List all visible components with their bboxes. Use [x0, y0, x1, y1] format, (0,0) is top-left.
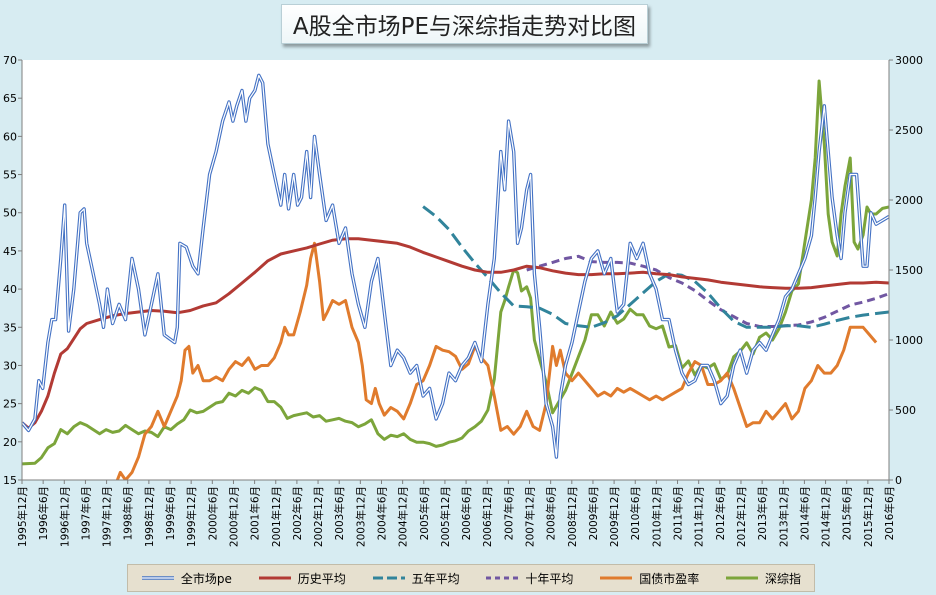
x-tick-label: 2004年6月: [375, 486, 388, 540]
series-layer: [22, 73, 889, 480]
axes-layer: 15 20 25 30 35 40 45 50 55 60 65 70 0 500 1000 1500 2000…: [3, 54, 923, 547]
x-tick-label: 2002年6月: [291, 486, 304, 540]
y-left-tick-label: 65: [3, 92, 17, 105]
x-tick-label: 2010年12月: [650, 486, 663, 547]
legend-swatch: [726, 576, 759, 580]
x-tick-label: 2005年6月: [418, 486, 431, 540]
x-tick-label: 2007年12月: [524, 486, 537, 547]
legend: 全市场pe 历史平均 五年平均 十年平均 国债市盈率 深综指: [127, 564, 815, 592]
y-left-tick-label: 35: [3, 321, 17, 334]
x-tick-label: 2009年6月: [587, 486, 600, 540]
legend-item: 国债市盈率: [599, 570, 699, 587]
legend-label: 国债市盈率: [639, 571, 700, 586]
x-tick-label: 2003年6月: [333, 486, 346, 540]
x-tick-label: 2008年12月: [566, 486, 579, 547]
y-left-tick-label: 15: [3, 474, 17, 487]
series-4-line: [115, 241, 878, 480]
legend-label: 深综指: [765, 571, 802, 586]
x-tick-label: 1996年12月: [58, 486, 71, 547]
legend-swatch: [486, 576, 519, 580]
x-tick-label: 2002年12月: [312, 486, 325, 547]
x-tick-label: 1999年12月: [185, 486, 198, 547]
y-left-tick-label: 60: [3, 130, 17, 143]
y-right-tick-label: 2500: [895, 124, 923, 137]
x-tick-label: 2000年6月: [206, 486, 219, 540]
series-0-line-inner: [22, 74, 889, 458]
x-tick-label: 2006年12月: [481, 486, 494, 547]
x-tick-label: 2016年6月: [883, 486, 896, 540]
x-tick-label: 2012年12月: [735, 486, 748, 547]
legend-item: 全市场pe: [141, 570, 232, 587]
legend-swatch: [372, 576, 405, 580]
legend-item: 五年平均: [372, 570, 460, 587]
legend-label: 历史平均: [297, 571, 346, 586]
x-tick-label: 1997年12月: [101, 486, 114, 547]
x-tick-label: 2011年12月: [693, 486, 706, 547]
x-tick-label: 2003年12月: [354, 486, 367, 547]
x-tick-label: 1998年6月: [122, 486, 135, 540]
x-tick-label: 2014年6月: [798, 486, 811, 540]
x-tick-label: 2014年12月: [820, 486, 833, 547]
x-tick-label: 2005年12月: [439, 486, 452, 547]
y-right-tick-label: 0: [895, 474, 902, 487]
legend-item: 深综指: [725, 570, 801, 587]
y-left-tick-label: 40: [3, 283, 17, 296]
x-tick-label: 2010年6月: [629, 486, 642, 540]
x-tick-label: 2009年12月: [608, 486, 621, 547]
x-tick-label: 2008年6月: [545, 486, 558, 540]
legend-item: 历史平均: [258, 570, 346, 587]
chart-title-box: A股全市场PE与深综指走势对比图: [281, 4, 648, 44]
series-5-line: [22, 79, 889, 466]
y-left-tick-label: 45: [3, 245, 17, 258]
legend-label: 全市场pe: [180, 571, 232, 586]
x-tick-label: 2015年12月: [862, 486, 875, 547]
x-tick-label: 2015年6月: [841, 486, 854, 540]
y-left-tick-label: 30: [3, 359, 17, 372]
y-left-tick-label: 50: [3, 207, 17, 220]
legend-label: 十年平均: [525, 571, 574, 586]
x-tick-label: 2012年6月: [714, 486, 727, 540]
y-left-tick-label: 25: [3, 398, 17, 411]
x-tick-label: 2004年12月: [397, 486, 410, 547]
y-left-tick-label: 20: [3, 436, 17, 449]
y-left-tick-label: 70: [3, 54, 17, 67]
x-tick-label: 1998年12月: [143, 486, 156, 547]
x-tick-label: 2000年12月: [227, 486, 240, 547]
legend-item: 十年平均: [485, 570, 573, 587]
y-right-tick-label: 2000: [895, 194, 923, 207]
y-right-tick-label: 3000: [895, 54, 923, 67]
legend-swatch: [258, 576, 291, 580]
legend-swatch: [141, 576, 174, 580]
legend-swatch: [600, 576, 633, 580]
x-tick-label: 2001年12月: [270, 486, 283, 547]
x-tick-label: 2006年6月: [460, 486, 473, 540]
x-tick-label: 1999年6月: [164, 486, 177, 540]
plot-area-background: [22, 60, 889, 480]
x-tick-label: 2007年6月: [502, 486, 515, 540]
x-tick-label: 1997年6月: [79, 486, 92, 540]
x-tick-label: 2011年6月: [672, 486, 685, 540]
x-tick-label: 1995年12月: [16, 486, 29, 547]
x-tick-label: 1996年6月: [37, 486, 50, 540]
chart-title: A股全市场PE与深综指走势对比图: [292, 14, 637, 40]
y-left-tick-label: 55: [3, 169, 17, 182]
y-right-tick-label: 500: [895, 404, 916, 417]
x-tick-label: 2013年12月: [777, 486, 790, 547]
x-tick-label: 2001年6月: [249, 486, 262, 540]
y-right-tick-label: 1500: [895, 264, 923, 277]
y-right-tick-label: 1000: [895, 334, 923, 347]
legend-label: 五年平均: [411, 571, 460, 586]
x-tick-label: 2013年6月: [756, 486, 769, 540]
